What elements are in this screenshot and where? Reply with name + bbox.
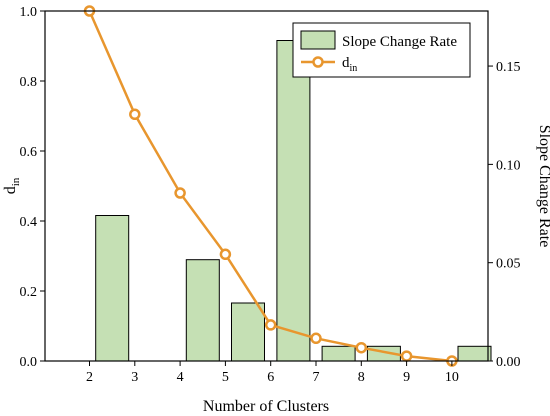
line-point-6 <box>264 319 277 331</box>
bar-2 <box>231 302 265 362</box>
right-tick-label: 0.15 <box>496 60 521 75</box>
left-tick-label: 0.2 <box>20 285 38 300</box>
left-tick-label: 0.4 <box>20 215 38 230</box>
line-point-7 <box>310 332 322 345</box>
axes-layer: 2 3 4 5 6 7 8 9 10 0.0 0.2 0.4 0.6 0.8 1.0 0.00 0.05 0.10… <box>20 5 521 385</box>
line-point-8 <box>355 341 368 354</box>
legend-line-label: din <box>342 55 357 74</box>
legend-bar-swatch <box>300 30 336 50</box>
left-tick-label: 0.6 <box>20 145 38 160</box>
x-tick-label: 5 <box>222 370 229 385</box>
right-tick-label: 0.10 <box>496 158 521 173</box>
left-tick-label: 1.0 <box>20 5 38 20</box>
line-layer <box>83 5 458 367</box>
legend-line-marker <box>312 56 324 68</box>
x-tick-label: 4 <box>177 370 184 385</box>
line-point-3 <box>129 108 141 121</box>
plot-frame <box>44 10 489 362</box>
left-tick-label: 0.0 <box>20 355 38 370</box>
x-tick-label: 3 <box>131 370 138 385</box>
line-point-4 <box>174 187 186 199</box>
legend: Slope Change Rate din <box>292 22 471 78</box>
right-tick-label: 0.00 <box>496 355 521 370</box>
left-tick-label: 0.8 <box>20 75 38 90</box>
x-tick-label: 8 <box>358 370 365 385</box>
right-axis-label: Slope Change Rate <box>536 125 550 248</box>
bars-layer <box>95 40 492 362</box>
bar-0 <box>95 215 130 362</box>
bar-7 <box>457 345 492 362</box>
x-tick-label: 10 <box>445 370 459 385</box>
line-point-9 <box>400 350 413 362</box>
x-tick-label: 6 <box>267 370 274 385</box>
x-tick-label: 2 <box>86 370 93 385</box>
bar-3 <box>276 40 311 362</box>
right-tick-label: 0.05 <box>496 257 521 272</box>
left-axis-label: din <box>2 177 22 194</box>
legend-bar-label: Slope Change Rate <box>342 34 457 50</box>
x-tick-label: 7 <box>313 370 320 385</box>
x-tick-label: 9 <box>403 370 410 385</box>
line-point-5 <box>219 248 232 261</box>
bar-4 <box>321 345 356 362</box>
x-axis-label: Number of Clusters <box>203 398 329 415</box>
bar-1 <box>185 259 220 362</box>
